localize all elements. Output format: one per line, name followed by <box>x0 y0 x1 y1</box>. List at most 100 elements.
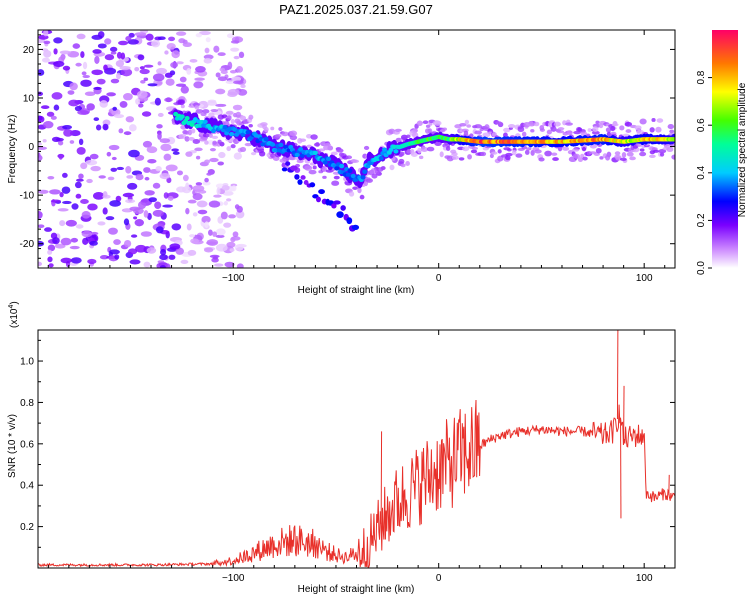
ridge-halo <box>299 138 307 142</box>
noise-speckle <box>129 206 141 211</box>
noise-speckle <box>209 157 219 163</box>
noise-speckle <box>80 79 92 87</box>
noise-speckle <box>119 65 131 71</box>
ridge-halo <box>345 155 353 160</box>
ridge-halo <box>515 153 523 158</box>
noise-speckle <box>204 47 210 54</box>
noise-speckle <box>232 80 244 85</box>
snr-x-tick-label: −100 <box>222 573 245 584</box>
noise-speckle <box>131 234 138 238</box>
noise-speckle <box>192 185 205 192</box>
ridge-core <box>263 136 269 142</box>
ridge-halo <box>556 130 564 134</box>
noise-speckle <box>143 64 154 68</box>
spectrogram-y-tick-label: 0 <box>28 142 34 153</box>
ridge-halo <box>538 157 545 162</box>
noise-speckle <box>230 40 240 44</box>
noise-speckle <box>77 110 90 115</box>
noise-speckle <box>135 98 141 105</box>
noise-speckle <box>92 192 105 200</box>
noise-speckle <box>38 146 48 150</box>
ridge-halo <box>410 152 418 157</box>
ridge-core <box>312 150 318 156</box>
ridge-core <box>179 114 185 119</box>
noise-speckle <box>75 62 82 67</box>
ridge-halo <box>664 144 673 149</box>
noise-speckle <box>204 221 209 228</box>
noise-speckle <box>208 229 213 236</box>
noise-speckle <box>38 261 43 267</box>
ridge-core <box>184 115 190 121</box>
ridge-halo <box>405 160 410 167</box>
noise-speckle <box>120 68 133 77</box>
ridge-core <box>270 142 276 147</box>
ridge-halo <box>552 157 559 162</box>
noise-speckle <box>236 66 244 73</box>
ridge-halo <box>222 121 230 127</box>
noise-speckle <box>141 199 148 203</box>
noise-speckle <box>123 239 132 248</box>
noise-speckle <box>189 59 198 63</box>
ridge-halo <box>639 118 647 125</box>
ridge-halo <box>202 109 210 114</box>
snr-x-tick-label: 0 <box>436 573 442 584</box>
noise-speckle <box>134 66 140 72</box>
noise-speckle <box>197 209 208 215</box>
ridge-core <box>202 119 208 125</box>
branch-blob <box>289 165 298 171</box>
noise-speckle <box>74 105 83 112</box>
ridge-halo <box>462 146 470 152</box>
ridge-halo <box>546 129 552 135</box>
noise-speckle <box>217 76 228 82</box>
ridge-halo <box>625 129 632 133</box>
noise-speckle <box>90 231 99 236</box>
snr-x-tick-label: 100 <box>636 573 653 584</box>
ridge-halo <box>202 133 210 138</box>
noise-speckle <box>61 186 71 194</box>
noise-speckle <box>42 138 47 143</box>
noise-speckle <box>72 43 81 49</box>
ridge-halo <box>433 120 442 126</box>
ridge-halo <box>416 120 423 127</box>
ridge-halo <box>406 149 412 154</box>
ridge-halo <box>595 147 602 154</box>
noise-speckle <box>128 149 140 158</box>
noise-speckle <box>190 238 200 244</box>
noise-speckle <box>127 182 138 190</box>
noise-speckle <box>227 88 240 96</box>
noise-speckle <box>87 203 98 211</box>
branch-blob <box>333 200 341 205</box>
ridge-halo <box>530 128 535 133</box>
chart-title: PAZ1.2025.037.21.59.G07 <box>279 2 433 17</box>
ridge-halo <box>580 153 585 159</box>
ridge-halo <box>489 153 494 159</box>
snr-y-tick-label: 0.8 <box>20 398 34 409</box>
noise-speckle <box>57 208 69 212</box>
ridge-halo <box>424 128 431 134</box>
ridge-halo <box>621 152 627 158</box>
noise-speckle <box>115 60 125 67</box>
noise-speckle <box>233 55 240 60</box>
ridge-halo <box>605 127 612 133</box>
ridge-halo <box>562 146 570 151</box>
branch-blob <box>303 179 309 186</box>
noise-speckle <box>102 123 109 131</box>
noise-speckle <box>208 200 221 208</box>
ridge-halo <box>598 123 604 129</box>
spectrogram-y-tick-label: -10 <box>20 191 35 202</box>
ridge-halo <box>505 152 513 157</box>
noise-speckle <box>171 223 182 231</box>
noise-speckle <box>157 112 164 118</box>
ridge-halo <box>470 149 478 154</box>
spectrogram-y-tick-label: 20 <box>23 45 35 56</box>
noise-speckle <box>223 222 232 228</box>
noise-speckle <box>238 51 245 59</box>
noise-speckle <box>59 192 64 198</box>
noise-speckle <box>164 263 171 268</box>
noise-speckle <box>43 30 49 37</box>
noise-speckle <box>168 36 176 42</box>
ridge-halo <box>192 102 201 107</box>
noise-speckle <box>186 223 192 231</box>
spectrogram-y-tick-label: 10 <box>23 94 35 105</box>
